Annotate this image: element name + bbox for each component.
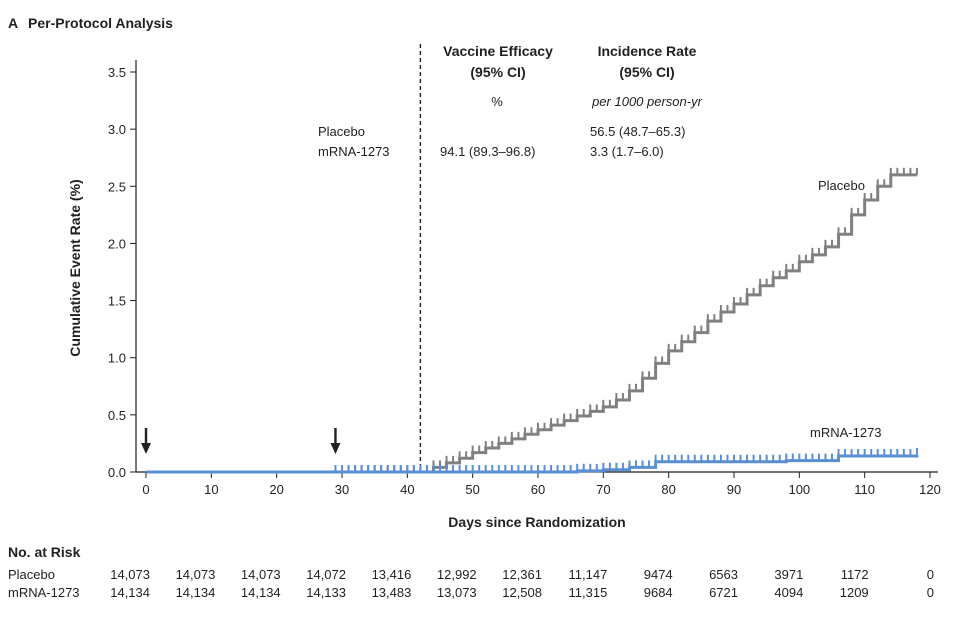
incidence-unit: per 1000 person-yr	[591, 94, 703, 109]
at-risk-label-placebo: Placebo	[8, 567, 55, 582]
at-risk-cell: 13,073	[437, 585, 477, 600]
at-risk-cell: 0	[927, 585, 934, 600]
incidence-header-line2: (95% CI)	[619, 64, 674, 80]
at-risk-cell: 14,133	[306, 585, 346, 600]
at-risk-values: 14,073 14,073 14,073 14,072 13,416 12,992 12,3…	[110, 567, 934, 600]
incidence-value-placebo: 56.5 (48.7–65.3)	[590, 124, 685, 139]
x-tick-label: 20	[269, 482, 283, 497]
series-line-0	[146, 173, 917, 474]
x-axis-label: Days since Randomization	[448, 514, 625, 530]
x-tick-label: 80	[661, 482, 675, 497]
at-risk-cell: 4094	[774, 585, 803, 600]
at-risk-cell: 12,508	[502, 585, 542, 600]
at-risk-cell: 14,073	[176, 567, 216, 582]
panel-title: Per-Protocol Analysis	[28, 15, 173, 31]
arrow-head	[141, 443, 151, 454]
axis-ticks: 0 10 20 30 40 50 60 70 80 90 100 110 120 0.0 0.5 1.0 1.5…	[108, 65, 941, 497]
at-risk-cell: 11,315	[569, 585, 608, 600]
panel-letter: A	[8, 15, 18, 31]
at-risk-label-mrna: mRNA-1273	[8, 585, 80, 600]
at-risk-cell: 14,134	[110, 585, 150, 600]
efficacy-header-line1: Vaccine Efficacy	[443, 43, 553, 59]
efficacy-unit: %	[491, 94, 503, 109]
curve-label-placebo: Placebo	[818, 178, 865, 193]
at-risk-cell: 13,416	[372, 567, 412, 582]
arrows	[141, 428, 341, 454]
y-tick-label: 0.5	[108, 408, 126, 423]
at-risk-cell: 14,134	[241, 585, 281, 600]
at-risk-cell: 14,073	[110, 567, 150, 582]
arrow-head	[330, 443, 341, 454]
at-risk-cell: 13,483	[372, 585, 412, 600]
x-tick-label: 90	[727, 482, 741, 497]
curve-label-mrna: mRNA-1273	[810, 425, 882, 440]
efficacy-value-mrna: 94.1 (89.3–96.8)	[440, 144, 535, 159]
x-tick-label: 70	[596, 482, 610, 497]
y-tick-label: 3.5	[108, 65, 126, 80]
curves	[146, 167, 919, 474]
table-row-label-placebo: Placebo	[318, 124, 365, 139]
incidence-value-mrna: 3.3 (1.7–6.0)	[590, 144, 664, 159]
at-risk-title: No. at Risk	[8, 544, 81, 560]
at-risk-cell: 9474	[644, 567, 673, 582]
x-tick-label: 60	[531, 482, 545, 497]
at-risk-cell: 9684	[644, 585, 673, 600]
y-tick-label: 2.5	[108, 179, 126, 194]
y-tick-label: 3.0	[108, 122, 126, 137]
at-risk-cell: 6563	[709, 567, 738, 582]
y-tick-label: 0.0	[108, 465, 126, 480]
x-tick-label: 120	[919, 482, 941, 497]
at-risk-cell: 12,361	[502, 567, 542, 582]
y-tick-label: 1.0	[108, 351, 126, 366]
at-risk-cell: 0	[927, 567, 934, 582]
at-risk-cell: 14,073	[241, 567, 281, 582]
table-row-label-mrna: mRNA-1273	[318, 144, 390, 159]
at-risk-cell: 3971	[774, 567, 803, 582]
efficacy-header-line2: (95% CI)	[470, 64, 525, 80]
x-tick-label: 50	[465, 482, 479, 497]
y-axis-label: Cumulative Event Rate (%)	[67, 179, 83, 356]
x-tick-label: 30	[335, 482, 349, 497]
at-risk-cell: 14,072	[306, 567, 346, 582]
x-tick-label: 10	[204, 482, 218, 497]
at-risk-cell: 6721	[709, 585, 738, 600]
x-tick-label: 40	[400, 482, 414, 497]
at-risk-cell: 11,147	[569, 567, 608, 582]
at-risk-cell: 14,134	[176, 585, 216, 600]
series-line-1	[146, 454, 919, 474]
x-tick-label: 0	[142, 482, 149, 497]
y-tick-label: 1.5	[108, 294, 126, 309]
y-tick-label: 2.0	[108, 236, 126, 251]
at-risk-cell: 12,992	[437, 567, 477, 582]
at-risk-cell: 1209	[840, 585, 869, 600]
x-tick-label: 110	[854, 482, 875, 497]
incidence-header-line1: Incidence Rate	[598, 43, 697, 59]
at-risk-cell: 1172	[841, 567, 869, 582]
x-tick-label: 100	[788, 482, 810, 497]
